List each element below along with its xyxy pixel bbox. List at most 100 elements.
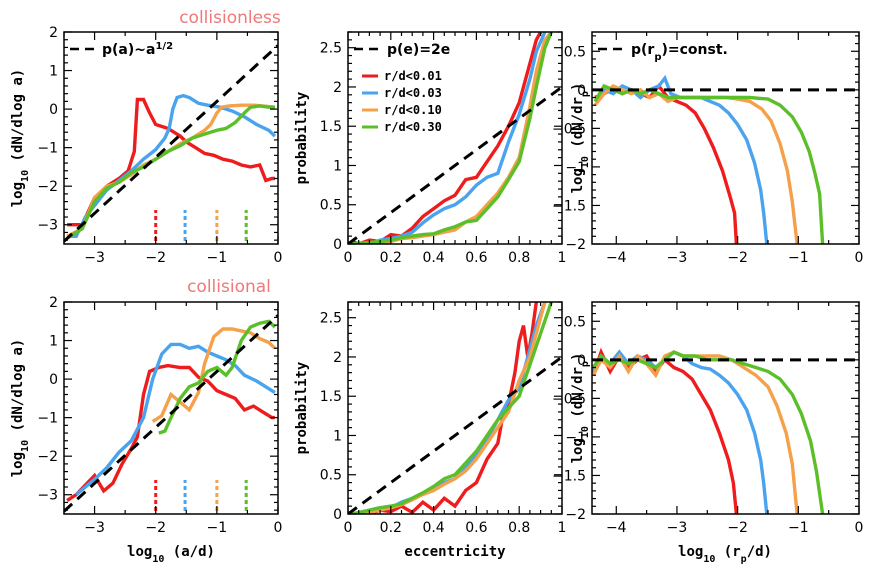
- legend-label-r001: r/d<0.01: [384, 69, 442, 83]
- ylabel-sma-top: log10 (dN/dlog a): [10, 69, 31, 208]
- y-tick-label: −1.5: [552, 198, 586, 214]
- x-tick-label: 0.6: [465, 250, 487, 266]
- ylabel-rp-bottom: log10 (dN/drp): [570, 353, 591, 464]
- series-line-r003: [592, 349, 769, 514]
- y-tick-label: −1: [37, 141, 58, 157]
- legend-label-r003: r/d<0.03: [384, 86, 442, 100]
- y-tick-label: −2: [37, 179, 58, 195]
- xlabel-ecc: eccentricity: [404, 544, 506, 560]
- series-line-r030: [593, 83, 825, 244]
- ylabel-rp-top: log10 (dN/drp): [570, 83, 591, 194]
- y-tick-label: 0: [333, 507, 342, 523]
- y-tick-label: 1: [333, 428, 342, 444]
- x-tick-label: 0.8: [508, 250, 530, 266]
- y-tick-label: 2: [333, 80, 342, 96]
- series-line-r030: [352, 32, 553, 244]
- y-tick-label: −2: [565, 237, 586, 253]
- y-tick-label: 1.5: [320, 389, 342, 405]
- y-tick-label: −1: [37, 411, 58, 427]
- panel-rp-collisionless: −4 −3 −2 −1 0 −2 −1.5 −1 −0.5 0 0.5: [552, 31, 864, 266]
- plot-area: [64, 44, 278, 243]
- x-tick-label: −1: [788, 520, 809, 536]
- x-tick-label: 0: [344, 250, 353, 266]
- series-line-r001: [594, 83, 739, 244]
- series-line-r010: [592, 350, 799, 514]
- y-tick-label: 1: [49, 334, 58, 350]
- x-tick-label: −3: [84, 250, 105, 266]
- y-tick-label: −1: [565, 430, 586, 446]
- x-tick-label: −2: [145, 250, 166, 266]
- x-tick-label: 0: [274, 520, 283, 536]
- y-tick-label: 0: [49, 372, 58, 388]
- ref-label-rp-text: p(rp)=const.: [631, 42, 728, 63]
- y-tick-label: 2: [49, 295, 58, 311]
- x-tick-label: 0: [344, 520, 353, 536]
- legend-label-r030: r/d<0.30: [384, 120, 442, 134]
- y-tick-label: −2: [565, 507, 586, 523]
- x-tick-label: −4: [606, 250, 627, 266]
- reference-line: [64, 44, 278, 243]
- plot-frame: [63, 31, 279, 245]
- x-tick-label: 0.4: [422, 250, 444, 266]
- y-tick-label: −3: [37, 488, 58, 504]
- ref-label-sma: p(a)~a1/2: [70, 41, 173, 59]
- x-tick-label: 0: [855, 250, 864, 266]
- xlabel-rp: log10 (rp/d): [678, 544, 772, 565]
- panel-sma-collisionless: −3 −2 −1 0 −3 −2 −1 0 1 2: [37, 25, 282, 266]
- plot-frame: [591, 301, 860, 515]
- y-tick-label: 0: [49, 102, 58, 118]
- y-tick-label: −0.5: [552, 391, 586, 407]
- plot-frame: [63, 301, 279, 515]
- x-tick-label: −1: [788, 250, 809, 266]
- series-line-r001: [592, 347, 739, 514]
- x-tick-label: −3: [84, 520, 105, 536]
- ref-label-ecc-text: p(e)=2e: [387, 42, 450, 58]
- y-tick-label: 0.5: [320, 468, 342, 484]
- y-tick-label: 2.5: [320, 41, 342, 57]
- panel-ecc-collisionless: 0 0.2 0.4 0.6 0.8 1 0 0.5 1 1.5 2 2.5: [320, 31, 567, 266]
- x-tick-label: 1: [558, 250, 567, 266]
- reference-line: [348, 355, 562, 514]
- x-tick-label: 0.4: [422, 520, 444, 536]
- x-tick-label: −3: [667, 250, 688, 266]
- plot-area: [64, 314, 278, 513]
- y-tick-label: 0: [577, 83, 586, 99]
- series-line-r010: [352, 32, 553, 244]
- series-line-r030: [592, 350, 825, 514]
- y-tick-label: 2.5: [320, 311, 342, 327]
- ref-label-rp: p(rp)=const.: [598, 42, 728, 63]
- panel-rp-collisional: −4 −3 −2 −1 0 −2 −1.5 −1 −0.5 0 0.5: [552, 301, 863, 536]
- x-tick-label: −2: [727, 250, 748, 266]
- legend: r/d<0.01 r/d<0.03 r/d<0.10 r/d<0.30: [362, 69, 442, 134]
- y-tick-label: −2: [37, 449, 58, 465]
- y-tick-label: −1: [565, 160, 586, 176]
- y-tick-label: 1: [49, 64, 58, 80]
- x-tick-label: 1: [558, 520, 567, 536]
- y-tick-label: 0: [333, 237, 342, 253]
- plot-frame: [591, 31, 860, 245]
- series-line-r001: [351, 32, 543, 244]
- series-line-r003: [352, 32, 547, 244]
- x-tick-label: 0.8: [508, 520, 530, 536]
- plot-area: [592, 347, 859, 514]
- y-tick-label: −3: [37, 218, 58, 234]
- plot-area: [592, 74, 859, 244]
- series-line-r001: [66, 363, 275, 502]
- x-tick-label: −4: [606, 520, 627, 536]
- plot-area: [348, 32, 562, 244]
- y-tick-label: −1.5: [552, 468, 586, 484]
- plot-frame: [347, 301, 563, 515]
- legend-label-r010: r/d<0.10: [384, 103, 442, 117]
- reference-line: [64, 314, 278, 513]
- x-tick-label: 0: [274, 250, 283, 266]
- series-line-r003: [75, 342, 276, 497]
- x-tick-label: −1: [207, 520, 228, 536]
- reference-line: [348, 85, 562, 244]
- y-tick-label: 1.5: [320, 119, 342, 135]
- row-title-collisional: collisional: [187, 277, 271, 297]
- row-title-collisionless: collisionless: [179, 8, 281, 28]
- ref-label-sma-text: p(a)~a1/2: [102, 41, 173, 59]
- x-tick-label: −2: [145, 520, 166, 536]
- x-tick-label: −1: [207, 250, 228, 266]
- x-tick-label: 0.2: [380, 520, 402, 536]
